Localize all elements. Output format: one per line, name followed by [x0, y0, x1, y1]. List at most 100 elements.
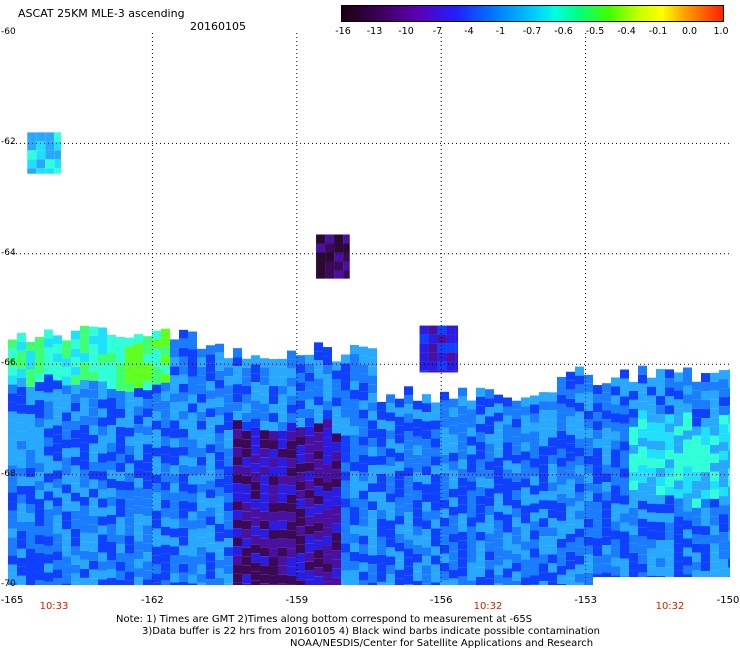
colorbar-label: -10	[398, 26, 414, 37]
wind-cell	[242, 520, 251, 530]
wind-cell	[26, 431, 35, 441]
wind-cell	[368, 537, 377, 547]
wind-cell	[557, 376, 566, 386]
wind-cell	[656, 387, 665, 397]
wind-cell	[386, 403, 395, 413]
wind-cell	[404, 521, 413, 531]
wind-cell	[386, 484, 395, 494]
wind-cell	[350, 462, 359, 472]
wind-cell	[17, 494, 26, 504]
wind-cell	[341, 381, 350, 391]
wind-cell	[35, 382, 44, 392]
wind-cell	[98, 471, 107, 481]
pass-time-1: 10:33	[39, 601, 69, 612]
wind-cell	[719, 415, 728, 425]
wind-cell	[575, 555, 584, 565]
wind-cell	[575, 537, 584, 547]
wind-cell	[395, 470, 404, 480]
wind-cell	[557, 565, 566, 575]
wind-cell	[404, 557, 413, 567]
wind-cell	[98, 579, 107, 585]
wind-cell	[98, 390, 107, 400]
wind-cell	[53, 479, 62, 489]
wind-cell	[368, 348, 377, 358]
wind-cell	[98, 426, 107, 436]
wind-cell	[566, 488, 575, 498]
wind-cell	[287, 440, 296, 450]
wind-cell	[197, 402, 206, 412]
wind-cell	[152, 492, 161, 502]
wind-cell	[107, 469, 116, 479]
wind-cell	[35, 346, 44, 356]
wind-cell	[476, 441, 485, 451]
wind-cell	[314, 342, 323, 352]
wind-cell	[80, 352, 89, 362]
wind-cell	[116, 390, 125, 400]
wind-cell	[197, 528, 206, 538]
wind-cell	[719, 505, 728, 515]
wind-cell	[395, 425, 404, 435]
wind-cell	[98, 399, 107, 409]
wind-cell	[440, 481, 449, 491]
wind-cell	[386, 475, 395, 485]
wind-cell	[539, 401, 548, 411]
wind-cell	[557, 430, 566, 440]
wind-cell	[242, 565, 251, 575]
wind-cell	[629, 507, 638, 517]
wind-cell	[44, 446, 53, 456]
wind-cell	[170, 510, 179, 520]
wind-cell	[674, 471, 683, 481]
wind-cell	[179, 383, 188, 393]
wind-cell	[710, 507, 719, 517]
wind-cell	[476, 522, 485, 532]
wind-cell	[584, 482, 593, 492]
wind-cell	[611, 395, 620, 405]
wind-cell	[467, 490, 476, 500]
wind-cell	[278, 520, 287, 530]
wind-cell	[161, 364, 170, 374]
wind-cell	[692, 462, 701, 472]
wind-cell	[674, 444, 683, 454]
wind-cell	[71, 330, 80, 340]
wind-cell	[44, 365, 53, 375]
wind-cell	[53, 353, 62, 363]
wind-cell	[386, 574, 395, 584]
wind-cell	[197, 501, 206, 511]
wind-cell	[206, 489, 215, 499]
wind-cell	[413, 418, 422, 428]
wind-cell	[575, 582, 584, 585]
wind-cell	[107, 352, 116, 362]
wind-cell	[215, 505, 224, 515]
wind-cell	[620, 486, 629, 496]
wind-cell	[143, 570, 152, 580]
wind-cell	[683, 457, 692, 467]
wind-cell	[395, 515, 404, 525]
wind-cell	[152, 429, 161, 439]
wind-cell	[260, 367, 269, 377]
wind-cell	[719, 451, 728, 461]
wind-cell	[116, 534, 125, 544]
wind-cell	[260, 529, 269, 539]
wind-cell	[8, 456, 17, 466]
wind-cell	[314, 486, 323, 496]
wind-cell	[17, 386, 26, 396]
wind-cell	[602, 446, 611, 456]
wind-cell	[54, 141, 61, 151]
wind-cell	[8, 384, 17, 394]
wind-cell	[188, 466, 197, 476]
wind-cell	[719, 550, 728, 560]
wind-cell	[188, 412, 197, 422]
wind-cell	[260, 394, 269, 404]
wind-cell	[557, 448, 566, 458]
wind-cell	[323, 491, 332, 501]
wind-cell	[305, 444, 314, 454]
wind-cell	[296, 463, 305, 473]
wind-cell	[278, 493, 287, 503]
wind-cell	[215, 370, 224, 380]
wind-cell	[494, 511, 503, 521]
wind-cell	[44, 383, 53, 393]
wind-cell	[242, 511, 251, 521]
wind-cell	[530, 476, 539, 486]
wind-cell	[62, 529, 71, 539]
wind-cell	[26, 413, 35, 423]
